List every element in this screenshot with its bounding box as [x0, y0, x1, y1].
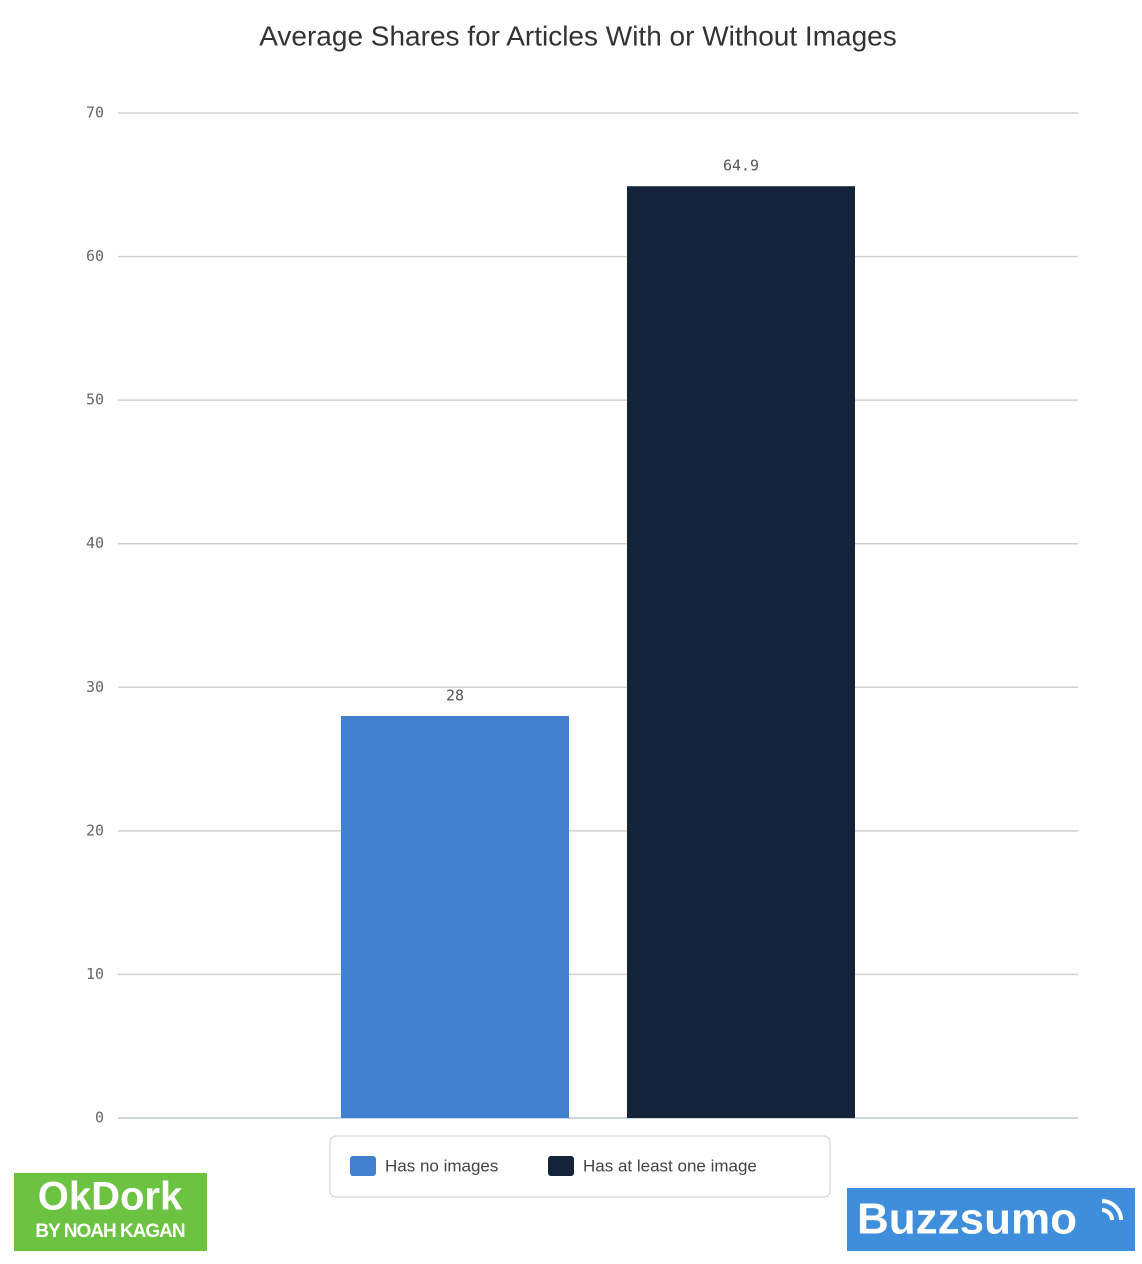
chart-title: Average Shares for Articles With or With… — [259, 20, 897, 51]
legend-box — [329, 1135, 831, 1198]
y-tick-label: 10 — [86, 965, 104, 983]
legend-swatch — [350, 1156, 376, 1176]
buzzsumo-name: Buzzsumo — [857, 1195, 1077, 1244]
value-label: 64.9 — [723, 157, 759, 175]
value-label: 28 — [446, 687, 464, 705]
bar — [341, 716, 569, 1118]
y-tick-label: 20 — [86, 821, 104, 839]
y-tick-label: 30 — [86, 678, 104, 696]
okdork-logo — [14, 1173, 207, 1251]
legend-label: Has no images — [385, 1156, 498, 1175]
y-tick-label: 60 — [86, 247, 104, 265]
buzzsumo-icon — [1101, 1199, 1123, 1221]
okdork-name: OkDork — [38, 1175, 183, 1219]
y-tick-label: 40 — [86, 534, 104, 552]
legend-swatch — [548, 1156, 574, 1176]
legend-label: Has at least one image — [583, 1156, 757, 1175]
bar — [627, 186, 855, 1118]
y-tick-label: 0 — [95, 1109, 104, 1127]
okdork-byline: BY NOAH KAGAN — [35, 1221, 184, 1242]
buzzsumo-logo — [847, 1188, 1135, 1251]
y-tick-label: 50 — [86, 391, 104, 409]
y-tick-label: 70 — [86, 104, 104, 122]
